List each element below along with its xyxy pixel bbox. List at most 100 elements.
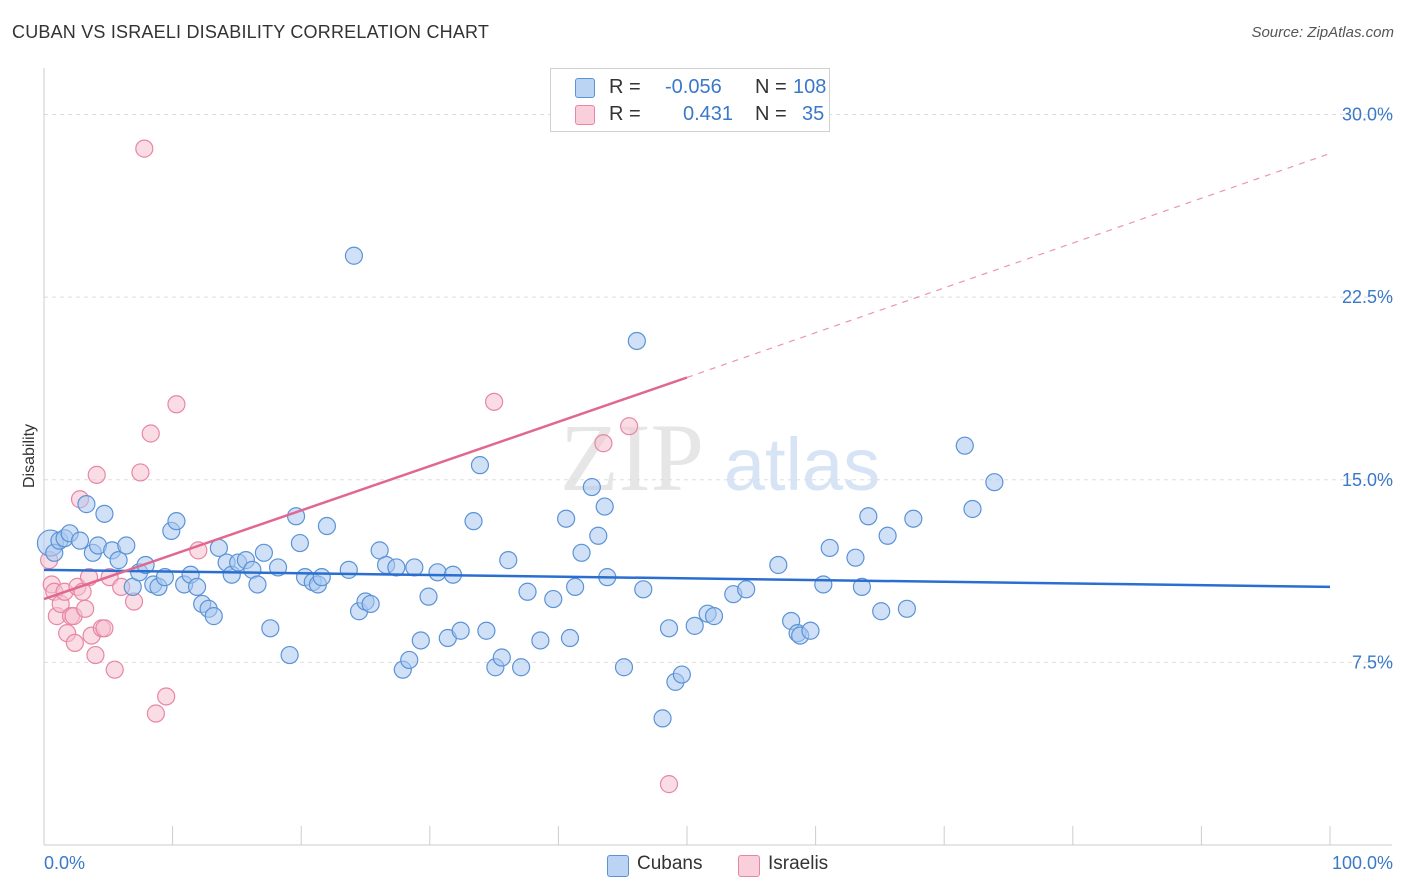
cubans-point xyxy=(544,589,563,609)
cubans-point xyxy=(820,538,839,558)
cubans-point xyxy=(77,495,96,514)
israelis-point xyxy=(86,645,105,665)
tick-labels: 7.5% 15.0% 22.5% 30.0% 0.0% 100.0% xyxy=(44,105,1393,873)
israelis-r-value: 0.431 xyxy=(683,103,734,125)
cubans-point xyxy=(582,477,601,497)
cubans-point xyxy=(464,512,483,531)
cubans-point xyxy=(387,558,406,577)
israelis-point xyxy=(157,687,176,706)
cubans-point xyxy=(557,509,576,528)
israelis-point xyxy=(76,599,95,618)
cubans-point xyxy=(627,331,646,351)
cubans-point xyxy=(659,619,679,638)
cubans-legend-label: Cubans xyxy=(637,853,703,874)
source-label: Source: ZipAtlas.com xyxy=(1251,24,1394,41)
cubans-n-label: N = xyxy=(755,76,787,98)
cubans-point xyxy=(614,658,634,677)
cubans-point xyxy=(878,526,897,545)
series-legend: Cubans Israelis xyxy=(0,852,1406,878)
cubans-point xyxy=(897,599,917,618)
cubans-point xyxy=(904,509,923,528)
cubans-point xyxy=(400,650,419,670)
israelis-point xyxy=(65,633,84,653)
israelis-point xyxy=(146,704,165,723)
cubans-point xyxy=(167,512,186,531)
watermark-atlas: atlas xyxy=(724,423,880,506)
cubans-r-value: -0.056 xyxy=(665,76,722,98)
cubans-point xyxy=(248,575,267,594)
cubans-point xyxy=(963,499,982,519)
x-tick-label: 0.0% xyxy=(44,853,85,873)
israelis-trend-line xyxy=(43,376,688,601)
cubans-trend-line xyxy=(43,568,1331,589)
grid xyxy=(44,114,1392,663)
cubans-point xyxy=(852,577,871,596)
cubans-point xyxy=(572,543,591,562)
israelis-trend-extension xyxy=(686,152,1331,379)
cubans-point xyxy=(685,616,704,635)
x-tick-label: 100.0% xyxy=(1332,853,1393,873)
cubans-point xyxy=(419,587,438,606)
cubans-point xyxy=(846,548,865,567)
y-tick-label: 22.5% xyxy=(1342,287,1393,307)
cubans-point xyxy=(339,560,358,579)
israelis-point xyxy=(485,392,504,411)
cubans-point xyxy=(595,497,614,516)
cubans-point xyxy=(531,631,550,650)
cubans-point xyxy=(814,575,833,594)
cubans-point xyxy=(492,648,511,667)
correlation-legend: R = -0.056 N = 108 R = 0.431 N = 35 xyxy=(550,68,830,132)
watermark: ZIP atlas xyxy=(560,404,880,511)
cubans-point xyxy=(499,551,518,570)
israelis-point xyxy=(620,417,639,436)
cubans-point xyxy=(801,621,820,640)
cubans-point xyxy=(859,507,878,526)
cubans-point xyxy=(566,577,585,596)
israelis-r-label: R = xyxy=(609,103,641,125)
cubans-swatch xyxy=(575,78,595,98)
cubans-point xyxy=(872,602,891,621)
cubans-point xyxy=(280,645,299,665)
cubans-point xyxy=(589,526,608,545)
cubans-point xyxy=(155,568,174,587)
israelis-n-value: 35 xyxy=(802,103,825,125)
cubans-points xyxy=(36,246,1004,728)
y-axis-label: Disability xyxy=(21,424,38,488)
cubans-point xyxy=(312,568,331,587)
cubans-point xyxy=(344,246,364,265)
axes xyxy=(43,68,1392,846)
cubans-legend-swatch xyxy=(607,855,629,877)
israelis-point xyxy=(87,465,106,484)
israelis-legend-swatch xyxy=(738,855,760,877)
cubans-point xyxy=(405,558,424,577)
cubans-point xyxy=(70,531,90,550)
cubans-point xyxy=(955,436,974,455)
cubans-point xyxy=(985,473,1004,492)
cubans-n-value: 108 xyxy=(793,76,827,98)
cubans-point xyxy=(451,621,470,640)
y-tick-label: 7.5% xyxy=(1352,652,1393,672)
cubans-point xyxy=(261,619,280,638)
israelis-point xyxy=(594,434,613,453)
y-tick-label: 30.0% xyxy=(1342,105,1393,125)
israelis-point xyxy=(131,463,150,482)
israelis-point xyxy=(659,775,679,794)
israelis-point xyxy=(167,395,186,414)
cubans-point xyxy=(411,631,430,650)
cubans-point xyxy=(653,709,672,728)
cubans-point xyxy=(737,580,756,599)
cubans-point xyxy=(187,577,207,596)
cubans-point xyxy=(512,658,531,677)
israelis-n-label: N = xyxy=(755,103,787,125)
y-tick-label: 15.0% xyxy=(1342,470,1393,490)
cubans-point xyxy=(290,533,310,553)
cubans-r-label: R = xyxy=(609,76,641,98)
cubans-point xyxy=(361,594,380,614)
israelis-legend-label: Israelis xyxy=(768,853,829,874)
cubans-point xyxy=(518,582,537,601)
cubans-point xyxy=(470,456,490,475)
cubans-point xyxy=(117,536,136,555)
cubans-point xyxy=(560,628,580,648)
cubans-point xyxy=(428,563,447,582)
